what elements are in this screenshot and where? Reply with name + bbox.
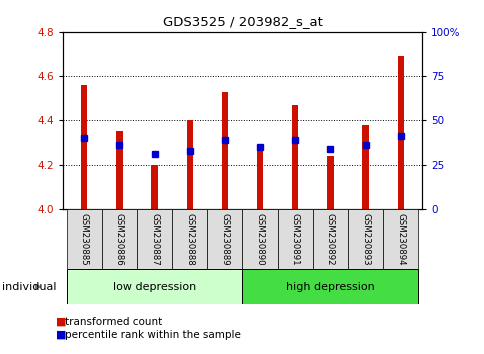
Text: GSM230891: GSM230891 xyxy=(290,213,299,265)
Text: ■: ■ xyxy=(56,317,66,327)
Bar xyxy=(66,269,242,304)
Text: GSM230885: GSM230885 xyxy=(79,212,89,266)
Bar xyxy=(116,131,122,209)
Text: GSM230887: GSM230887 xyxy=(150,212,159,266)
Text: GSM230888: GSM230888 xyxy=(185,212,194,266)
Bar xyxy=(312,209,348,269)
Bar xyxy=(136,209,172,269)
Bar xyxy=(81,85,87,209)
Text: GSM230886: GSM230886 xyxy=(115,212,123,266)
Bar xyxy=(397,56,403,209)
Bar xyxy=(277,209,312,269)
Title: GDS3525 / 203982_s_at: GDS3525 / 203982_s_at xyxy=(162,15,322,28)
Bar xyxy=(102,209,136,269)
Bar xyxy=(172,209,207,269)
Text: GSM230889: GSM230889 xyxy=(220,213,229,265)
Bar xyxy=(207,209,242,269)
Bar xyxy=(242,209,277,269)
Text: low depression: low depression xyxy=(113,282,196,292)
Text: percentile rank within the sample: percentile rank within the sample xyxy=(65,330,241,339)
Bar xyxy=(242,269,418,304)
Bar xyxy=(66,209,102,269)
Bar xyxy=(291,105,298,209)
Text: ■: ■ xyxy=(56,330,66,339)
Bar xyxy=(151,165,157,209)
Text: individual: individual xyxy=(2,282,57,292)
Text: GSM230894: GSM230894 xyxy=(395,213,405,265)
Bar xyxy=(362,125,368,209)
Text: high depression: high depression xyxy=(286,282,374,292)
Bar xyxy=(348,209,382,269)
Bar xyxy=(186,120,193,209)
Text: transformed count: transformed count xyxy=(65,317,163,327)
Bar xyxy=(221,92,227,209)
Bar xyxy=(327,156,333,209)
Text: GSM230893: GSM230893 xyxy=(361,213,369,265)
Text: GSM230892: GSM230892 xyxy=(325,213,334,265)
Text: GSM230890: GSM230890 xyxy=(255,213,264,265)
Bar xyxy=(382,209,418,269)
Bar xyxy=(257,145,263,209)
